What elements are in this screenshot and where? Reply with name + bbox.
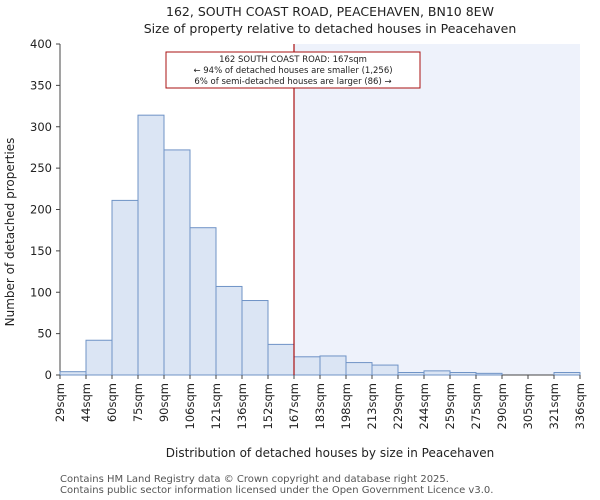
- histogram-bar: [85, 339, 113, 376]
- histogram-bar: [267, 343, 295, 376]
- histogram-bar: [241, 300, 269, 376]
- x-tick-label: 121sqm: [209, 383, 223, 429]
- x-tick-label: 290sqm: [495, 383, 509, 429]
- x-tick-label: 229sqm: [391, 383, 405, 429]
- histogram-bar: [215, 285, 243, 376]
- x-tick-label: 183sqm: [313, 383, 327, 429]
- footer-copyright: Contains HM Land Registry data © Crown c…: [60, 474, 449, 485]
- annotation-box: [165, 51, 421, 89]
- histogram-bar: [345, 362, 373, 376]
- histogram-bar: [59, 371, 87, 376]
- histogram-bar: [293, 356, 321, 376]
- x-tick-label: 106sqm: [183, 383, 197, 429]
- histogram-bar: [111, 199, 139, 376]
- histogram-bar: [553, 372, 581, 376]
- annotation-line-2: ← 94% of detached houses are smaller (1,…: [193, 66, 392, 76]
- y-tick-label: 0: [45, 368, 52, 382]
- x-tick-label: 90sqm: [157, 383, 171, 422]
- x-tick-label: 305sqm: [521, 383, 535, 429]
- x-tick-label: 167sqm: [287, 383, 301, 429]
- y-tick-label: 250: [30, 161, 52, 175]
- annotation-line-1: 162 SOUTH COAST ROAD: 167sqm: [219, 55, 367, 65]
- x-tick-label: 60sqm: [105, 383, 119, 422]
- histogram-bar: [449, 372, 477, 376]
- histogram-bar: [319, 355, 347, 376]
- x-tick-label: 29sqm: [53, 383, 67, 422]
- y-tick-label: 100: [30, 285, 52, 299]
- histogram-bar: [423, 370, 451, 376]
- y-tick-label: 350: [30, 78, 52, 92]
- histogram-bar: [371, 364, 399, 376]
- x-tick-label: 152sqm: [261, 383, 275, 429]
- y-tick-label: 50: [37, 327, 52, 341]
- x-tick-label: 213sqm: [365, 383, 379, 429]
- chart-title: 162, SOUTH COAST ROAD, PEACEHAVEN, BN10 …: [166, 4, 494, 19]
- chart-subtitle: Size of property relative to detached ho…: [144, 21, 517, 36]
- x-tick-label: 275sqm: [469, 383, 483, 429]
- annotation-line-3: 6% of semi-detached houses are larger (8…: [194, 77, 391, 87]
- y-tick-label: 400: [30, 37, 52, 51]
- histogram-bar: [189, 227, 217, 376]
- x-axis-label: Distribution of detached houses by size …: [166, 446, 494, 460]
- histogram-bar: [475, 372, 503, 376]
- y-tick-label: 150: [30, 244, 52, 258]
- histogram-bar: [397, 372, 425, 376]
- x-tick-label: 244sqm: [417, 383, 431, 429]
- x-tick-label: 198sqm: [339, 383, 353, 429]
- histogram-bar: [137, 114, 165, 376]
- x-tick-label: 44sqm: [79, 383, 93, 422]
- y-tick-label: 300: [30, 120, 52, 134]
- histogram-bar: [163, 149, 191, 376]
- x-tick-label: 321sqm: [547, 383, 561, 429]
- y-axis-label: Number of detached properties: [3, 138, 17, 327]
- highlight-region: [294, 44, 580, 375]
- plot-area: 0 50 100 150 200 250 300 350 400 29sqm 44sqm 60sqm 7…: [30, 37, 587, 429]
- x-tick-label: 259sqm: [443, 383, 457, 429]
- footer-licence: Contains public sector information licen…: [60, 485, 494, 496]
- y-tick-label: 200: [30, 203, 52, 217]
- x-tick-label: 336sqm: [573, 383, 587, 429]
- x-tick-label: 136sqm: [235, 383, 249, 429]
- x-tick-label: 75sqm: [131, 383, 145, 422]
